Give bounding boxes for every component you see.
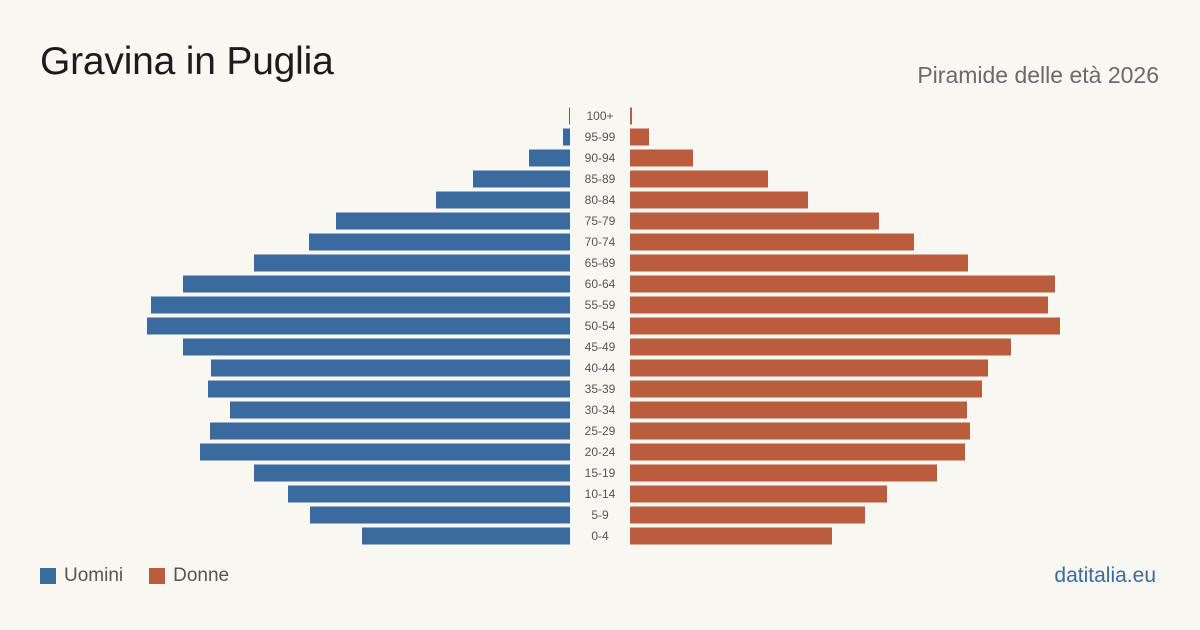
chart-title: Gravina in Puglia	[40, 40, 334, 83]
age-label-100+: 100+	[586, 109, 613, 123]
bar-men-10-14	[288, 485, 570, 503]
bar-women-40-44	[630, 359, 988, 377]
age-label-85-89: 85-89	[585, 172, 616, 186]
age-label-90-94: 90-94	[585, 151, 616, 165]
bar-men-70-74	[309, 233, 570, 251]
bar-men-15-19	[254, 464, 570, 482]
legend-item-men: Uomini	[40, 565, 123, 587]
bar-women-10-14	[630, 485, 887, 503]
bar-men-100+	[569, 107, 570, 125]
age-label-0-4: 0-4	[591, 529, 609, 543]
bar-men-95-99	[563, 128, 570, 146]
legend-swatch-women	[149, 568, 166, 584]
bar-men-25-29	[210, 422, 570, 440]
age-label-15-19: 15-19	[585, 466, 616, 480]
bar-women-75-79	[630, 212, 879, 230]
bar-women-65-69	[630, 254, 968, 272]
bar-men-65-69	[254, 254, 570, 272]
bar-men-35-39	[208, 380, 570, 398]
age-label-20-24: 20-24	[585, 445, 616, 459]
source-link[interactable]: datitalia.eu	[1054, 564, 1156, 587]
bar-women-85-89	[630, 170, 768, 188]
bar-men-30-34	[230, 401, 570, 419]
bar-women-25-29	[630, 422, 970, 440]
bar-women-30-34	[630, 401, 967, 419]
legend: Uomini Donne	[40, 565, 255, 587]
age-label-25-29: 25-29	[585, 424, 616, 438]
bar-women-20-24	[630, 443, 965, 461]
chart-subtitle: Piramide delle età 2026	[917, 62, 1159, 88]
age-label-70-74: 70-74	[585, 235, 616, 249]
bar-women-55-59	[630, 296, 1048, 314]
legend-label-men: Uomini	[64, 565, 124, 586]
age-label-45-49: 45-49	[585, 340, 616, 354]
bar-women-5-9	[630, 506, 865, 524]
age-label-65-69: 65-69	[585, 256, 616, 270]
bar-women-50-54	[630, 317, 1060, 335]
legend-label-women: Donne	[173, 565, 230, 586]
legend-item-women: Donne	[149, 565, 229, 587]
bar-women-35-39	[630, 380, 982, 398]
age-label-55-59: 55-59	[585, 298, 616, 312]
bar-women-60-64	[630, 275, 1055, 293]
bar-women-70-74	[630, 233, 914, 251]
bar-men-45-49	[183, 338, 570, 356]
bar-men-50-54	[147, 317, 570, 335]
bar-women-15-19	[630, 464, 937, 482]
age-label-35-39: 35-39	[585, 382, 616, 396]
age-label-40-44: 40-44	[585, 361, 616, 375]
bar-men-60-64	[183, 275, 570, 293]
age-label-60-64: 60-64	[585, 277, 616, 291]
bar-men-20-24	[200, 443, 570, 461]
bar-men-40-44	[211, 359, 570, 377]
age-label-10-14: 10-14	[585, 487, 616, 501]
legend-swatch-men	[40, 568, 56, 584]
age-label-50-54: 50-54	[585, 319, 616, 333]
age-label-80-84: 80-84	[585, 193, 616, 207]
bar-women-95-99	[630, 128, 649, 146]
bar-women-90-94	[630, 149, 693, 167]
bar-men-0-4	[362, 527, 570, 545]
bar-men-75-79	[336, 212, 570, 230]
age-label-30-34: 30-34	[585, 403, 616, 417]
age-label-95-99: 95-99	[585, 130, 616, 144]
bar-men-5-9	[310, 506, 570, 524]
bar-women-80-84	[630, 191, 808, 209]
bar-women-0-4	[630, 527, 832, 545]
bar-men-90-94	[529, 149, 570, 167]
bar-men-80-84	[436, 191, 570, 209]
age-label-5-9: 5-9	[591, 508, 609, 522]
age-label-75-79: 75-79	[585, 214, 616, 228]
bar-women-100+	[630, 107, 632, 125]
bar-men-55-59	[151, 296, 570, 314]
bar-women-45-49	[630, 338, 1011, 356]
bar-men-85-89	[473, 170, 570, 188]
